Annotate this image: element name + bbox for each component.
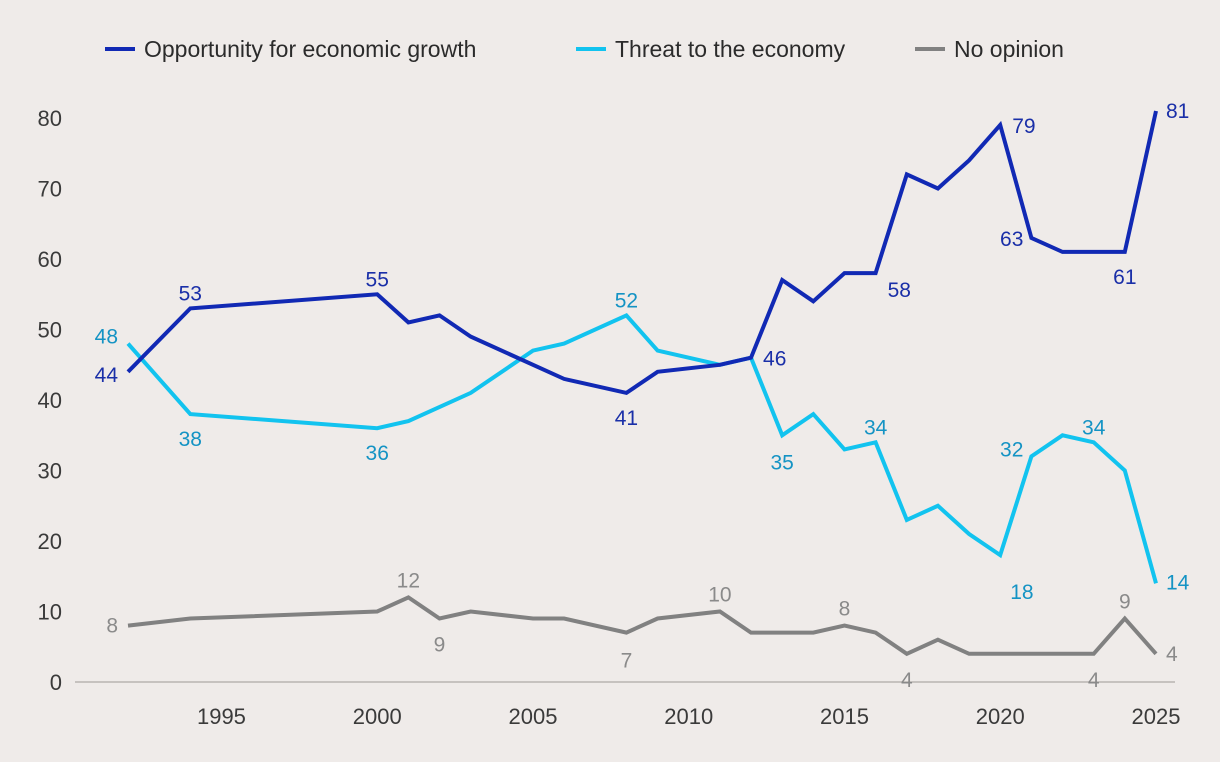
x-tick-label: 2025 xyxy=(1132,704,1181,729)
data-label-threat-to-the-economy: 52 xyxy=(615,289,638,312)
x-axis: 1995 2000 2005 2010 2015 2020 2025 xyxy=(75,681,1181,729)
data-label-no-opinion: 8 xyxy=(839,598,851,621)
data-label-threat-to-the-economy: 34 xyxy=(1082,416,1106,439)
y-tick-label: 80 xyxy=(38,106,62,131)
data-label-opportunity-for-economic-growth: 79 xyxy=(1012,115,1035,138)
data-label-no-opinion: 4 xyxy=(1088,669,1100,692)
y-tick-label: 40 xyxy=(38,388,62,413)
data-label-opportunity-for-economic-growth: 81 xyxy=(1166,100,1189,123)
data-label-no-opinion: 8 xyxy=(106,615,118,638)
x-tick-label: 2020 xyxy=(976,704,1025,729)
data-label-opportunity-for-economic-growth: 46 xyxy=(763,348,786,371)
data-labels: 4453554146587963618148383652353418323414… xyxy=(95,100,1190,692)
data-label-threat-to-the-economy: 32 xyxy=(1000,438,1023,461)
data-label-opportunity-for-economic-growth: 44 xyxy=(95,364,119,387)
legend-item-no-opinion: No opinion xyxy=(915,36,1064,62)
data-label-no-opinion: 4 xyxy=(1166,643,1178,666)
series-lines xyxy=(126,110,1158,657)
legend: Opportunity for economic growth Threat to… xyxy=(105,36,1064,62)
legend-item-threat-to-the-economy: Threat to the economy xyxy=(576,36,846,62)
data-label-opportunity-for-economic-growth: 55 xyxy=(366,268,389,291)
data-label-threat-to-the-economy: 34 xyxy=(864,416,888,439)
series-line-opportunity-for-economic-growth xyxy=(126,110,1158,396)
data-label-threat-to-the-economy: 14 xyxy=(1166,571,1190,594)
data-label-opportunity-for-economic-growth: 63 xyxy=(1000,228,1023,251)
y-tick-label: 0 xyxy=(50,670,62,695)
data-label-threat-to-the-economy: 18 xyxy=(1010,581,1033,604)
x-tick-label: 1995 xyxy=(197,704,246,729)
x-tick-label: 2010 xyxy=(664,704,713,729)
x-tick-label: 2000 xyxy=(353,704,402,729)
data-label-opportunity-for-economic-growth: 58 xyxy=(888,279,911,302)
data-label-opportunity-for-economic-growth: 41 xyxy=(615,407,638,430)
data-label-no-opinion: 4 xyxy=(901,669,913,692)
legend-label: No opinion xyxy=(954,36,1064,62)
y-tick-label: 30 xyxy=(38,459,62,484)
data-label-no-opinion: 12 xyxy=(397,569,420,592)
data-label-opportunity-for-economic-growth: 61 xyxy=(1113,266,1136,289)
data-label-no-opinion: 9 xyxy=(1119,591,1131,614)
y-tick-label: 20 xyxy=(38,529,62,554)
y-axis: 0 10 20 30 40 50 60 70 80 xyxy=(38,106,62,695)
data-label-threat-to-the-economy: 35 xyxy=(771,451,794,474)
legend-label: Threat to the economy xyxy=(615,36,846,62)
x-tick-label: 2015 xyxy=(820,704,869,729)
data-label-threat-to-the-economy: 38 xyxy=(179,428,202,451)
data-label-no-opinion: 7 xyxy=(621,650,633,673)
y-tick-label: 70 xyxy=(38,177,62,202)
data-label-no-opinion: 10 xyxy=(708,584,731,607)
x-tick-label: 2005 xyxy=(508,704,557,729)
y-tick-label: 10 xyxy=(38,600,62,625)
data-label-no-opinion: 9 xyxy=(434,634,446,657)
legend-item-opportunity-for-economic-growth: Opportunity for economic growth xyxy=(105,36,476,62)
data-label-opportunity-for-economic-growth: 53 xyxy=(179,282,202,305)
series-line-threat-to-the-economy xyxy=(126,312,1158,584)
legend-label: Opportunity for economic growth xyxy=(144,36,476,62)
y-tick-label: 50 xyxy=(38,318,62,343)
data-label-threat-to-the-economy: 48 xyxy=(95,326,118,349)
series-line-no-opinion xyxy=(127,595,1158,657)
data-label-threat-to-the-economy: 36 xyxy=(366,442,389,465)
y-tick-label: 60 xyxy=(38,247,62,272)
